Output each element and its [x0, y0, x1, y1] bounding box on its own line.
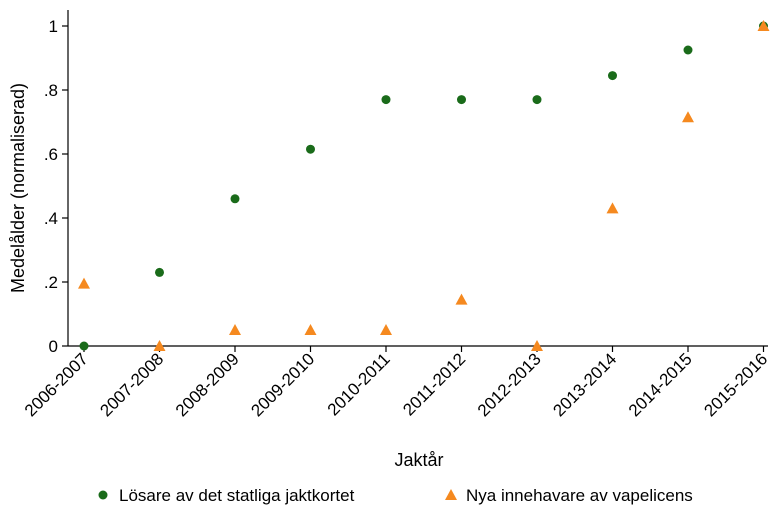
y-axis-title: Medelålder (normaliserad) [8, 83, 28, 293]
y-tick-label: 0 [49, 337, 58, 356]
point-series-2 [606, 202, 619, 214]
x-tick-label: 2012-2013 [474, 349, 545, 420]
point-series-1 [155, 267, 164, 277]
x-tick-label: 2014-2015 [625, 349, 696, 420]
x-axis-title: Jaktår [394, 450, 443, 470]
legend-marker-series-1 [98, 490, 108, 500]
legend-label-series-1: Lösare av det statliga jaktkortet [119, 486, 355, 505]
x-tick-label: 2008-2009 [172, 349, 243, 420]
y-tick-label: 1 [49, 17, 58, 36]
point-series-2 [757, 20, 770, 31]
point-series-1 [79, 341, 89, 351]
point-series-2 [78, 277, 90, 289]
legend-label-series-2: Nya innehavare av vapelicens [466, 486, 693, 505]
point-series-1 [532, 95, 542, 105]
point-series-2 [531, 340, 543, 351]
x-tick-label: 2015-2016 [700, 349, 770, 420]
x-tick-label: 2009-2010 [247, 349, 318, 420]
x-tick-label: 2013-2014 [549, 349, 620, 420]
x-tick-label: 2006-2007 [21, 349, 92, 420]
point-series-2 [153, 340, 166, 351]
point-series-2 [455, 293, 468, 305]
legend-marker-series-2 [445, 489, 457, 500]
point-series-1 [608, 71, 617, 81]
y-tick-label: .2 [44, 273, 58, 292]
y-tick-label: .4 [44, 209, 58, 228]
point-series-1 [683, 45, 693, 55]
x-tick-label: 2007-2008 [96, 349, 167, 420]
point-series-2 [682, 111, 694, 123]
point-series-1 [230, 194, 240, 204]
point-series-2 [304, 324, 317, 335]
point-series-1 [381, 95, 391, 105]
point-series-2 [229, 324, 241, 335]
legend: Lösare av det statliga jaktkortet Nya in… [98, 486, 693, 505]
y-tick-label: .6 [44, 145, 58, 164]
point-series-1 [457, 95, 466, 105]
x-tick-label: 2011-2012 [399, 349, 469, 419]
point-series-1 [306, 144, 315, 154]
point-series-2 [380, 324, 392, 335]
y-tick-label: .8 [44, 81, 58, 100]
x-tick-label: 2010-2011 [324, 349, 394, 419]
